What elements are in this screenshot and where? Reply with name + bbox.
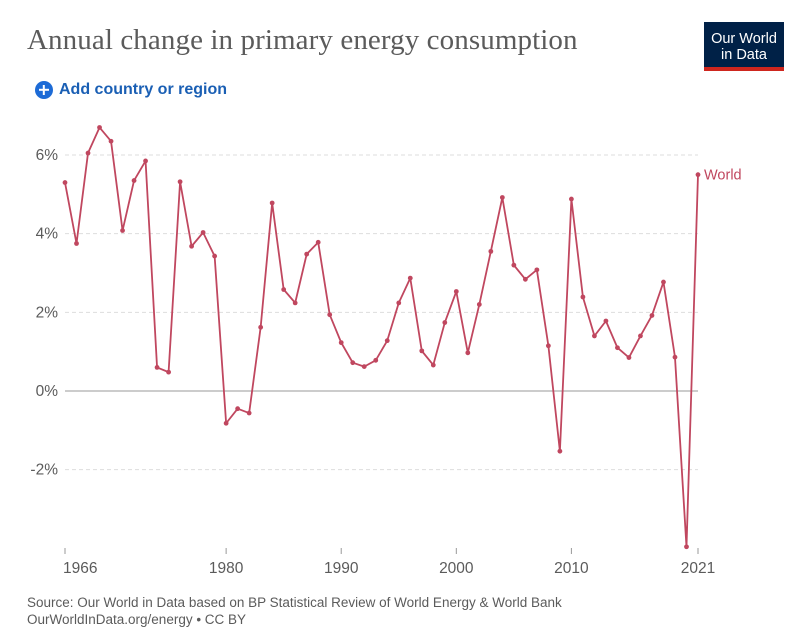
y-tick-label: 2% xyxy=(36,304,59,321)
data-point xyxy=(396,300,402,306)
series-label: World xyxy=(704,168,742,184)
y-tick-label: 0% xyxy=(36,383,59,400)
data-point xyxy=(476,302,482,307)
data-point xyxy=(327,312,333,318)
data-point xyxy=(695,172,701,178)
data-point xyxy=(143,158,148,164)
data-point xyxy=(419,348,425,354)
data-point xyxy=(499,195,505,200)
data-point xyxy=(212,253,218,259)
data-point xyxy=(522,276,528,282)
chart-title: Annual change in primary energy consumpt… xyxy=(27,24,578,56)
source-note: Source: Our World in Data based on BP St… xyxy=(27,594,562,628)
logo-text-line2: in Data xyxy=(721,46,767,63)
data-point xyxy=(545,343,551,349)
data-point xyxy=(661,279,666,285)
data-point xyxy=(154,365,160,370)
data-point xyxy=(177,179,183,185)
add-country-button[interactable]: Add country or region xyxy=(35,81,227,99)
data-point xyxy=(603,318,609,324)
data-point xyxy=(684,544,689,550)
data-point xyxy=(315,239,321,245)
data-point xyxy=(615,345,620,351)
data-point xyxy=(120,228,125,233)
data-point xyxy=(465,350,471,356)
axes xyxy=(64,548,699,554)
data-point xyxy=(534,267,540,273)
x-tick-label: 2021 xyxy=(681,560,715,577)
data-point xyxy=(592,333,597,339)
y-tick-label: -2% xyxy=(30,462,58,479)
data-point xyxy=(74,241,79,246)
data-point xyxy=(453,289,459,294)
data-point xyxy=(292,300,298,306)
data-point xyxy=(557,448,563,454)
data-point xyxy=(246,410,252,416)
x-tick-label: 1990 xyxy=(324,560,359,577)
labels: 6% 4% 2% 0% -2% 1966 1980 1990 2000 2010 2021 World xyxy=(30,147,741,577)
data-point xyxy=(281,287,287,292)
data-point xyxy=(62,180,68,185)
data-point xyxy=(200,230,206,235)
series-line-world xyxy=(64,126,699,548)
data-point xyxy=(258,324,264,330)
x-tick-label: 2010 xyxy=(554,560,589,577)
y-tick-label: 4% xyxy=(36,226,59,243)
logo-text-line1: Our World xyxy=(711,30,777,47)
plus-circle-icon xyxy=(35,81,53,99)
source-text: Source: Our World in Data based on BP St… xyxy=(27,595,562,610)
data-point xyxy=(350,360,356,366)
x-tick-label: 1980 xyxy=(209,560,244,577)
data-point xyxy=(304,251,310,257)
data-point xyxy=(189,243,195,249)
data-point xyxy=(223,420,229,426)
data-point xyxy=(488,248,494,254)
grid-lines xyxy=(65,154,698,471)
owid-logo[interactable]: Our World in Data xyxy=(704,22,784,71)
line-chart: 6% 4% 2% 0% -2% 1966 1980 1990 2000 2010 2021 World xyxy=(30,125,742,577)
data-point xyxy=(430,362,436,368)
series-world xyxy=(62,125,701,550)
data-point xyxy=(569,196,574,202)
data-point xyxy=(638,333,643,339)
data-point xyxy=(338,340,344,346)
data-point xyxy=(131,178,137,183)
data-point xyxy=(407,275,413,281)
data-point xyxy=(235,406,241,412)
data-point xyxy=(85,150,91,156)
data-point xyxy=(626,355,632,360)
license-link[interactable]: OurWorldInData.org/energy • CC BY xyxy=(27,612,247,627)
data-point xyxy=(672,354,678,360)
data-point xyxy=(108,138,114,144)
y-tick-label: 6% xyxy=(36,147,59,164)
data-point xyxy=(166,369,171,375)
data-point xyxy=(580,294,586,300)
data-point xyxy=(649,313,655,318)
x-tick-label: 2000 xyxy=(439,560,474,577)
data-point xyxy=(384,338,390,344)
x-tick-label: 1966 xyxy=(63,560,97,577)
data-point xyxy=(511,262,517,268)
data-point xyxy=(373,357,379,363)
data-point xyxy=(442,320,448,325)
add-country-label: Add country or region xyxy=(59,81,227,98)
data-point xyxy=(269,200,275,206)
data-point xyxy=(361,364,367,370)
data-point xyxy=(97,125,102,130)
